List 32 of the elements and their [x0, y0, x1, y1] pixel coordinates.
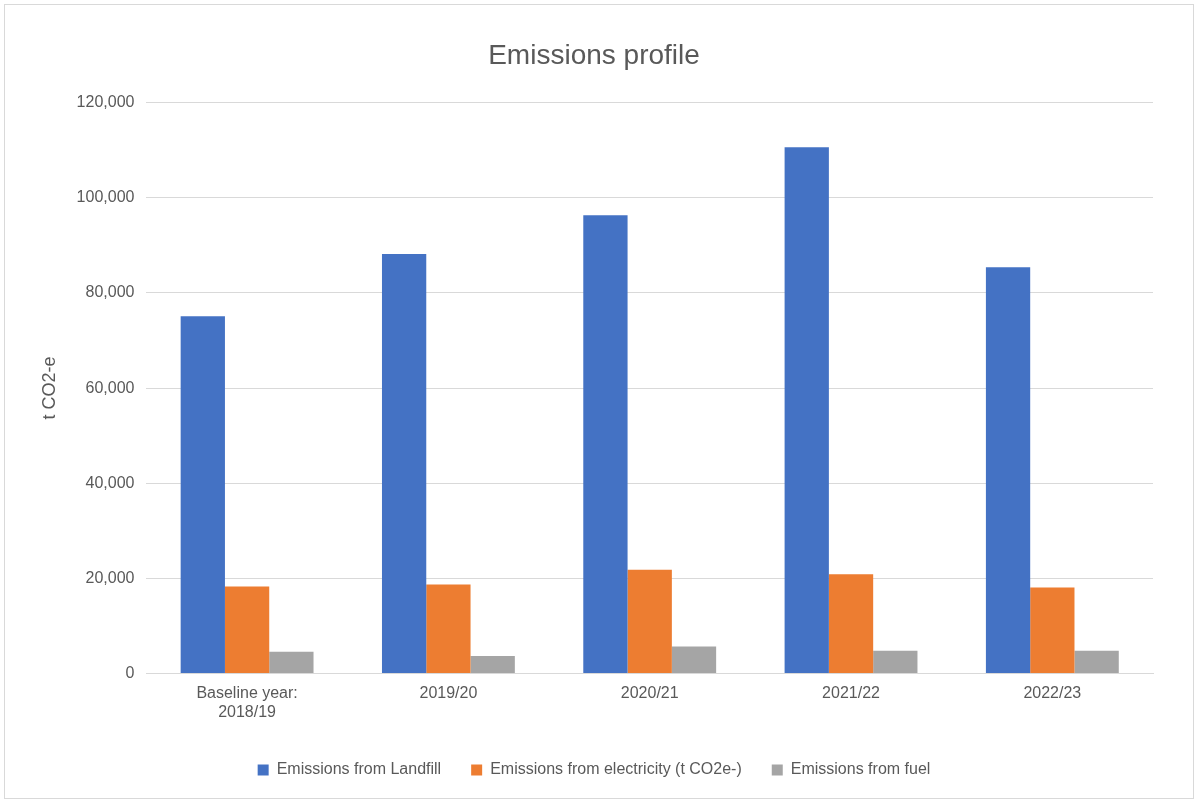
x-tick-label: 2019/20 [419, 683, 478, 701]
bar [671, 646, 717, 674]
y-tick-label: 80,000 [85, 283, 135, 301]
y-tick-label: 20,000 [85, 568, 135, 586]
y-tick-label: 100,000 [76, 188, 135, 206]
bar [583, 215, 628, 674]
y-tick-label: 0 [125, 664, 135, 682]
bar [1074, 650, 1119, 674]
x-tick-label: 2022/23 [1023, 683, 1082, 701]
x-tick-label: 2020/21 [620, 683, 679, 701]
x-tick-label: 2021/22 [822, 683, 881, 701]
chart-title: Emissions profile [488, 38, 700, 70]
y-tick-label: 120,000 [76, 93, 135, 111]
y-tick-label: 40,000 [85, 473, 135, 491]
bar [873, 650, 918, 674]
bar [1030, 587, 1075, 674]
y-tick-label: 60,000 [85, 378, 135, 396]
legend-label: Emissions from Landfill [276, 760, 442, 778]
bar [180, 316, 225, 674]
bar [269, 651, 314, 674]
bar [426, 584, 471, 674]
bar [828, 574, 874, 674]
x-tick-label: Baseline year: 2018/19 [196, 683, 298, 720]
bar [784, 147, 829, 674]
bar [627, 569, 672, 674]
bar [985, 267, 1031, 674]
bar [381, 253, 427, 674]
bar [470, 655, 515, 674]
legend-label: Emissions from fuel [790, 760, 931, 778]
legend-label: Emissions from electricity (t CO2e-) [490, 760, 742, 778]
bar [224, 586, 270, 674]
y-axis-title: t CO2-e [38, 356, 59, 420]
